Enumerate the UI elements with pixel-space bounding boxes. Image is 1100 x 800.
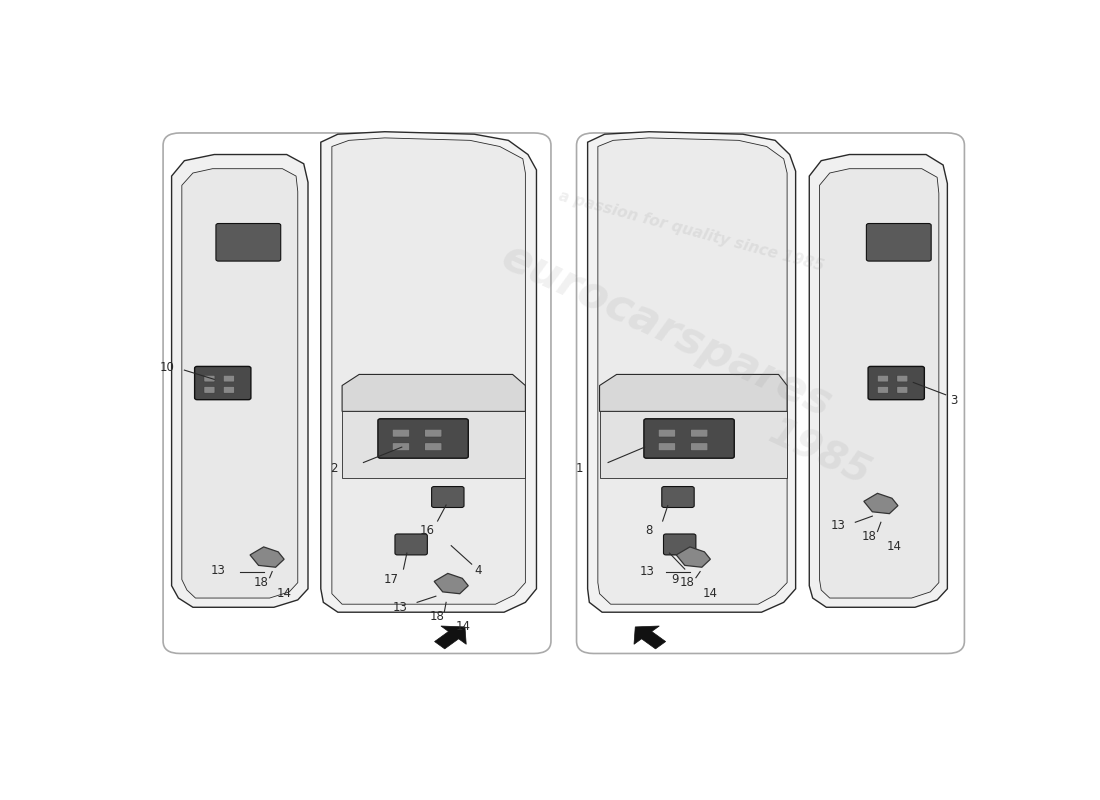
FancyBboxPatch shape xyxy=(896,375,907,382)
FancyBboxPatch shape xyxy=(216,223,280,261)
Text: 18: 18 xyxy=(861,530,877,543)
Polygon shape xyxy=(810,154,947,607)
FancyBboxPatch shape xyxy=(425,430,442,437)
FancyBboxPatch shape xyxy=(691,430,707,437)
Text: 13: 13 xyxy=(830,519,846,533)
Text: 16: 16 xyxy=(420,524,434,537)
Text: 14: 14 xyxy=(276,587,292,600)
Polygon shape xyxy=(864,494,898,514)
Polygon shape xyxy=(434,626,466,649)
Text: 8: 8 xyxy=(646,524,652,537)
Text: 13: 13 xyxy=(640,565,654,578)
FancyBboxPatch shape xyxy=(195,366,251,400)
Text: 3: 3 xyxy=(950,394,958,407)
FancyBboxPatch shape xyxy=(223,375,234,382)
Text: 17: 17 xyxy=(384,573,399,586)
FancyBboxPatch shape xyxy=(878,375,889,382)
Text: 1985: 1985 xyxy=(762,414,877,494)
FancyBboxPatch shape xyxy=(378,418,469,458)
Polygon shape xyxy=(321,132,537,612)
Polygon shape xyxy=(332,138,526,604)
Polygon shape xyxy=(434,574,469,594)
Text: 13: 13 xyxy=(393,601,407,614)
FancyBboxPatch shape xyxy=(662,486,694,507)
FancyBboxPatch shape xyxy=(204,386,214,393)
FancyBboxPatch shape xyxy=(163,133,551,654)
Text: 14: 14 xyxy=(703,587,718,600)
Text: 14: 14 xyxy=(455,621,471,634)
Polygon shape xyxy=(634,626,665,649)
Polygon shape xyxy=(250,547,284,567)
FancyBboxPatch shape xyxy=(691,443,707,450)
Polygon shape xyxy=(598,138,788,604)
FancyBboxPatch shape xyxy=(659,430,675,437)
Text: 1: 1 xyxy=(575,462,583,475)
FancyBboxPatch shape xyxy=(896,386,907,393)
FancyBboxPatch shape xyxy=(867,223,932,261)
Polygon shape xyxy=(342,374,526,411)
FancyBboxPatch shape xyxy=(223,386,234,393)
Polygon shape xyxy=(600,411,788,478)
Text: 18: 18 xyxy=(430,610,446,623)
Polygon shape xyxy=(342,411,526,478)
Polygon shape xyxy=(600,374,788,411)
FancyBboxPatch shape xyxy=(393,443,409,450)
FancyBboxPatch shape xyxy=(878,386,889,393)
Text: 10: 10 xyxy=(160,361,175,374)
FancyBboxPatch shape xyxy=(659,443,675,450)
Text: a passion for quality since 1985: a passion for quality since 1985 xyxy=(558,189,826,274)
Polygon shape xyxy=(587,132,795,612)
FancyBboxPatch shape xyxy=(393,430,409,437)
FancyBboxPatch shape xyxy=(425,443,442,450)
FancyBboxPatch shape xyxy=(663,534,696,555)
Polygon shape xyxy=(820,169,938,598)
FancyBboxPatch shape xyxy=(868,366,924,400)
Text: eurocarspares: eurocarspares xyxy=(494,234,838,426)
FancyBboxPatch shape xyxy=(395,534,427,555)
FancyBboxPatch shape xyxy=(576,133,965,654)
Polygon shape xyxy=(172,154,308,607)
Text: 2: 2 xyxy=(330,462,338,475)
Text: 14: 14 xyxy=(887,541,902,554)
Text: 13: 13 xyxy=(211,564,226,577)
Polygon shape xyxy=(182,169,298,598)
Text: 9: 9 xyxy=(671,573,679,586)
Text: 4: 4 xyxy=(475,564,482,577)
FancyBboxPatch shape xyxy=(431,486,464,507)
FancyBboxPatch shape xyxy=(204,375,214,382)
Text: 18: 18 xyxy=(254,576,268,589)
FancyBboxPatch shape xyxy=(644,418,735,458)
Text: 18: 18 xyxy=(680,576,695,589)
Polygon shape xyxy=(676,547,711,567)
